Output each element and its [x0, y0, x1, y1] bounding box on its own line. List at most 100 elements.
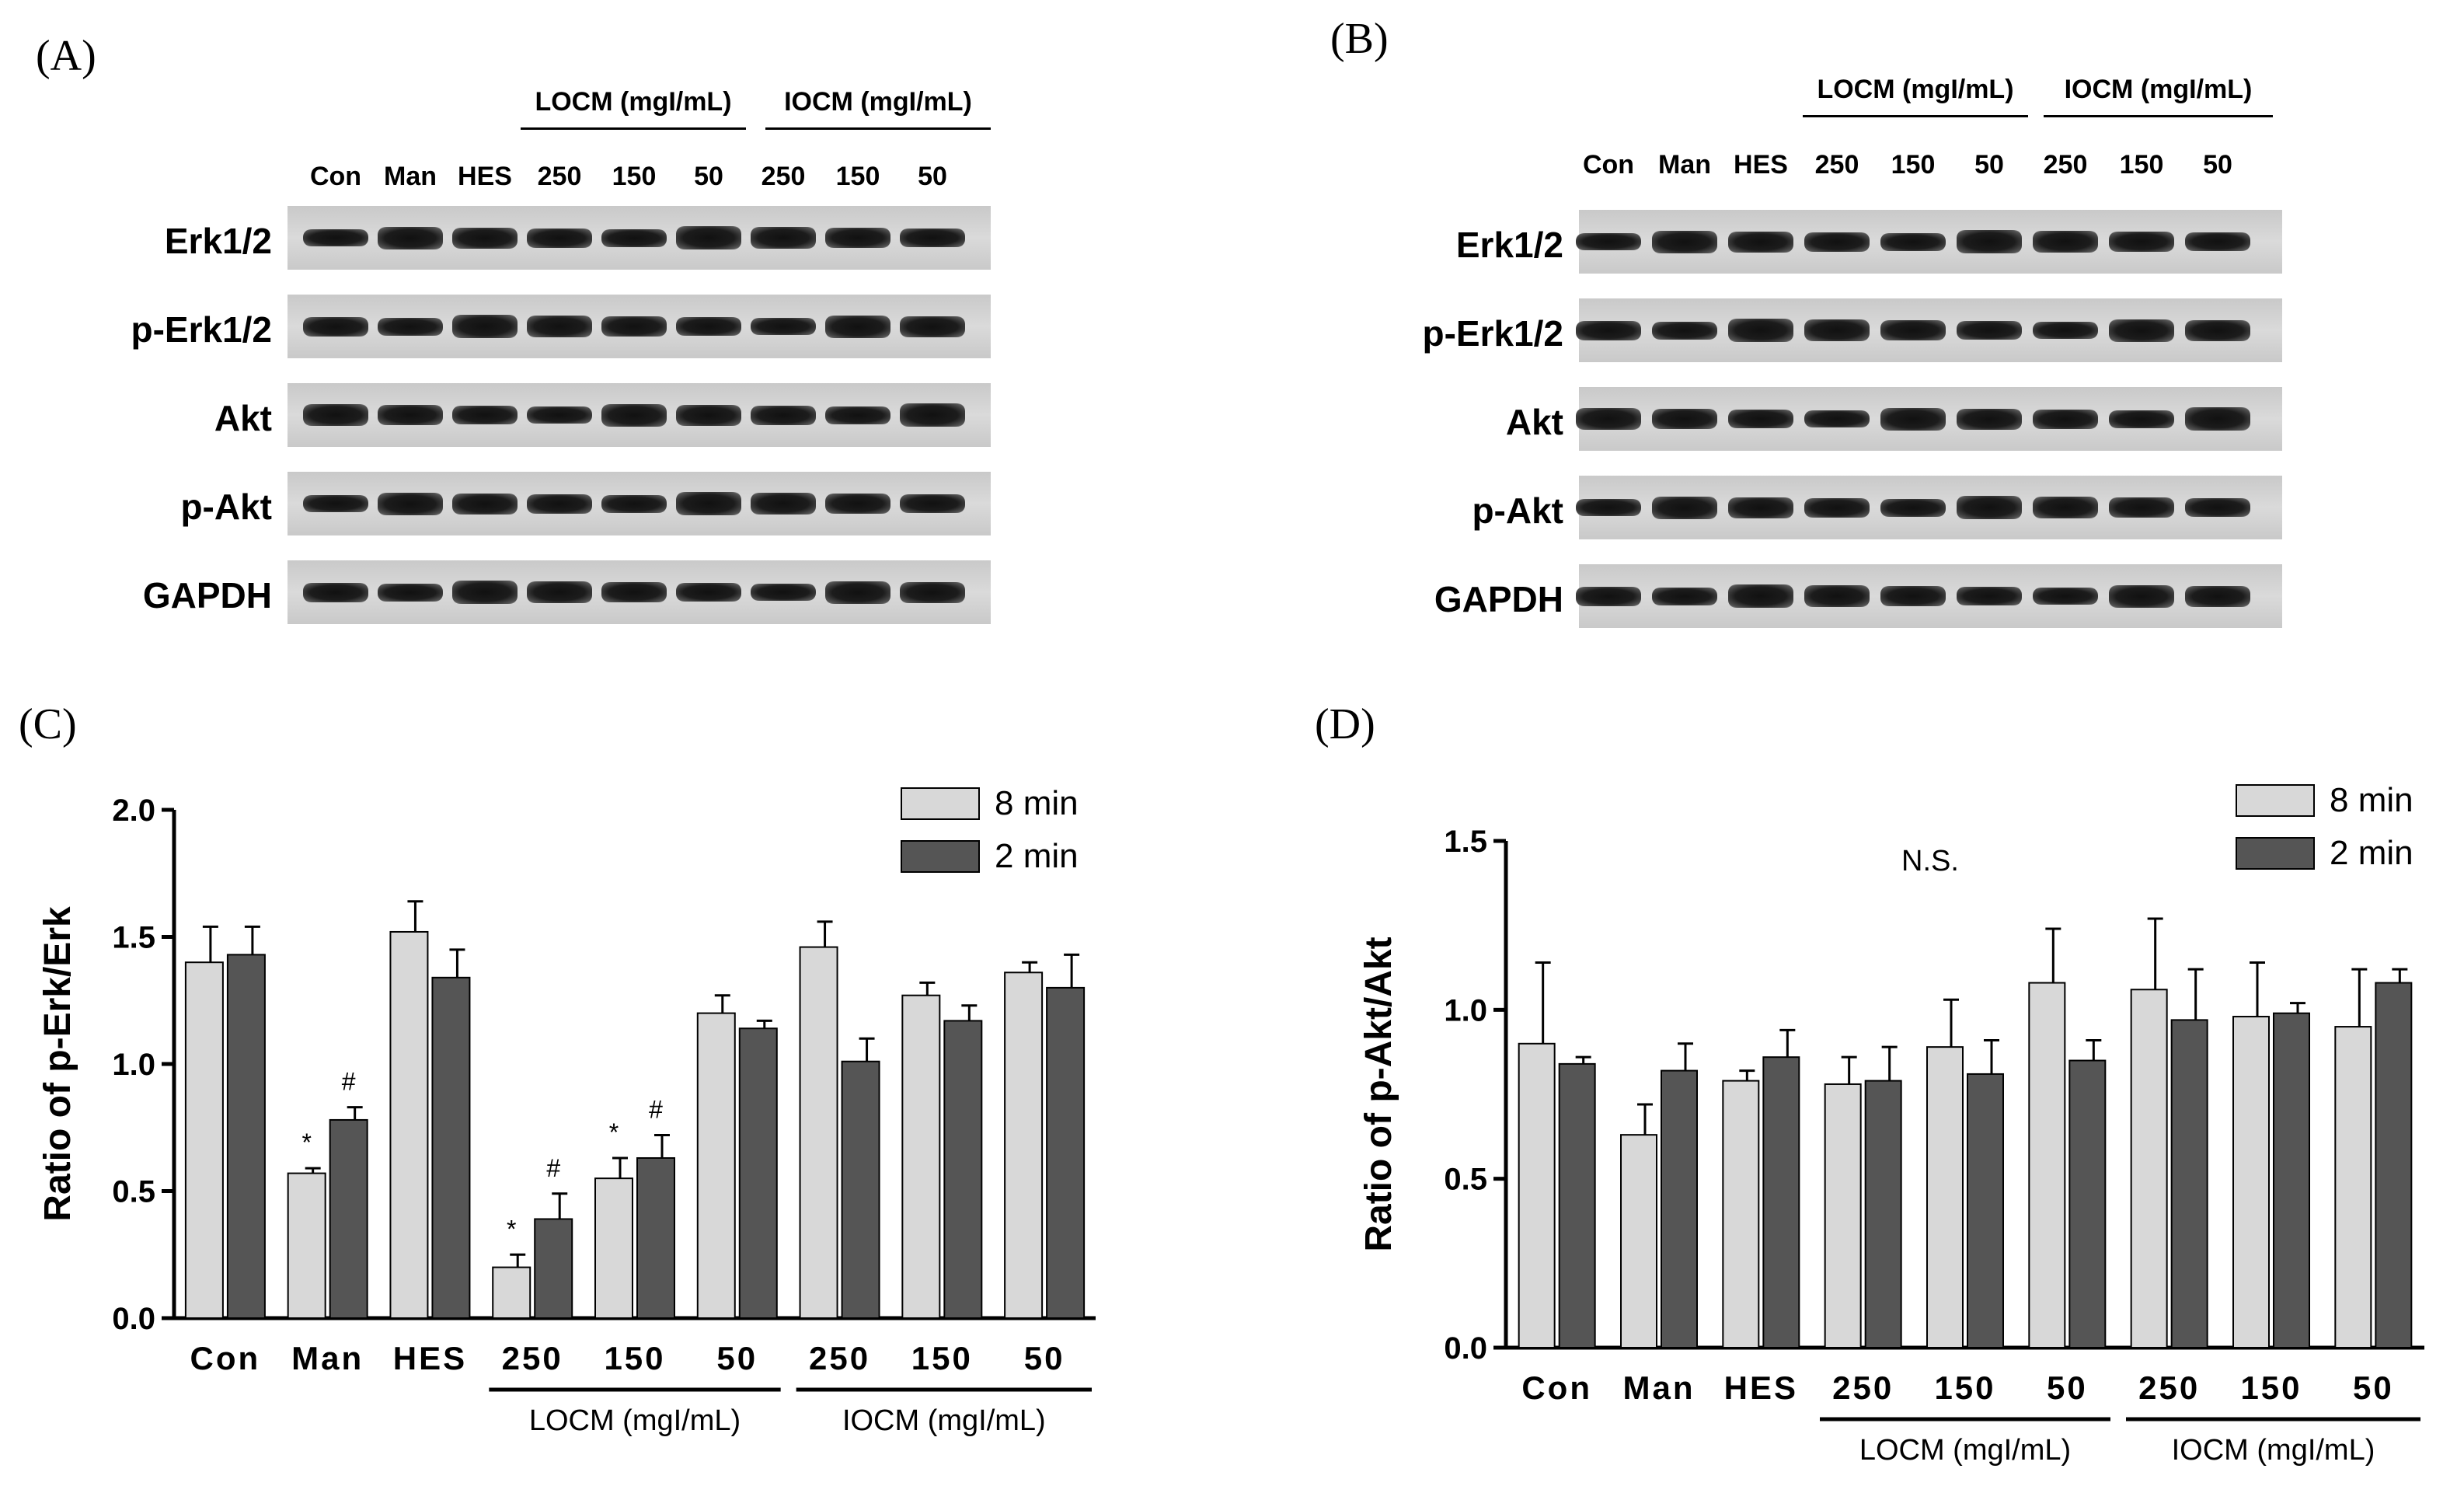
x-tick-label: Con	[1521, 1369, 1592, 1406]
protein-band	[1728, 584, 1793, 608]
protein-band	[1576, 408, 1641, 430]
protein-band	[1957, 587, 2022, 605]
bar-chart-p-erk: 0.0 0.5 1.0 1.5 2.0 Ratio of p-Erk/Erk Con * # Ma…	[37, 784, 1096, 1437]
group-divider-line	[765, 127, 991, 130]
group-label-iocm: IOCM (mgI/mL)	[784, 87, 972, 117]
significance-mark: #	[342, 1068, 356, 1096]
legend-label: 8 min	[2330, 781, 2413, 819]
protein-band	[303, 229, 368, 246]
protein-band	[676, 317, 741, 336]
protein-band	[676, 226, 741, 249]
protein-band	[303, 404, 368, 426]
bar-2-min	[1558, 1062, 1596, 1348]
panel-label-d: (D)	[1315, 700, 1375, 748]
protein-band	[452, 406, 518, 424]
protein-band	[2185, 232, 2250, 251]
protein-band	[825, 315, 890, 338]
protein-band	[1728, 319, 1793, 342]
protein-band	[601, 316, 667, 337]
lane-label: 50	[1974, 150, 2004, 180]
x-tick-label: 50	[1024, 1340, 1065, 1376]
protein-band	[452, 315, 518, 338]
lane-label: 250	[537, 162, 582, 191]
x-tick-label: 50	[2353, 1369, 2394, 1406]
protein-band	[2033, 322, 2098, 339]
x-tick-label: 50	[716, 1340, 758, 1376]
significance-mark: *	[609, 1118, 619, 1146]
bar-8-min	[1620, 1134, 1657, 1348]
protein-band	[2033, 409, 2098, 429]
bar-8-min	[2232, 1016, 2270, 1348]
bar-8-min	[594, 1177, 633, 1320]
bar-8-min	[1824, 1083, 1862, 1348]
protein-band	[378, 226, 443, 249]
lane-label: Man	[384, 162, 437, 191]
blot-strip	[288, 560, 991, 624]
protein-band	[900, 581, 965, 603]
bar-8-min	[799, 946, 838, 1319]
protein-band	[1652, 496, 1717, 519]
bar-8-min	[1926, 1046, 1964, 1348]
protein-band	[900, 494, 965, 513]
blot-row-label: p-Akt	[180, 487, 272, 527]
legend-swatch	[901, 787, 980, 820]
legend-swatch	[901, 840, 980, 873]
bar-2-min	[2273, 1012, 2310, 1348]
group-label-iocm: IOCM (mgI/mL)	[2172, 1434, 2375, 1467]
significance-mark: *	[301, 1128, 311, 1156]
protein-band	[2185, 319, 2250, 341]
lane-label: 150	[1891, 150, 1936, 180]
protein-band	[1804, 585, 1870, 607]
blot-strip	[1576, 476, 2282, 539]
x-tick-label: 250	[2138, 1369, 2200, 1406]
bar-2-min	[943, 1020, 983, 1319]
protein-band	[751, 318, 816, 335]
protein-band	[527, 494, 592, 514]
protein-band	[2033, 497, 2098, 518]
bar-8-min	[389, 930, 429, 1319]
protein-band	[1957, 408, 2022, 430]
lane-label: HES	[1734, 150, 1788, 180]
protein-band	[1576, 499, 1641, 516]
y-tick-label: 0.0	[112, 1302, 155, 1336]
protein-band	[378, 405, 443, 425]
significance-mark: #	[649, 1096, 663, 1124]
bar-2-min	[2068, 1059, 2107, 1348]
bar-8-min	[1518, 1042, 1556, 1348]
protein-band	[601, 228, 667, 247]
y-tick-label: 0.0	[1444, 1331, 1487, 1366]
x-tick-label: HES	[1724, 1369, 1798, 1406]
protein-band	[2033, 231, 2098, 253]
blot-strip	[288, 472, 991, 535]
protein-band	[1652, 587, 1717, 605]
significance-mark: #	[546, 1154, 560, 1182]
protein-band	[527, 581, 592, 603]
x-tick-label: 150	[1934, 1369, 1995, 1406]
y-tick-label: 2.0	[112, 794, 155, 828]
protein-band	[527, 316, 592, 337]
blot-row-label: GAPDH	[142, 575, 272, 616]
protein-band	[2185, 407, 2250, 431]
bar-8-min	[1004, 972, 1044, 1319]
bar-chart-p-akt: 0.0 0.5 1.0 1.5 Ratio of p-Akt/Akt Con Man HES 2…	[1358, 781, 2424, 1467]
panel-label-c: (C)	[19, 700, 77, 748]
group-divider-line	[1803, 115, 2028, 117]
protein-band	[527, 406, 592, 424]
protein-band	[751, 405, 816, 425]
bar-2-min	[1661, 1069, 1698, 1348]
blot-row-label: Akt	[1505, 402, 1563, 442]
protein-band	[676, 404, 741, 426]
protein-band	[2185, 498, 2250, 517]
protein-band	[825, 581, 890, 604]
bar-2-min	[2170, 1019, 2208, 1348]
significance-mark: *	[507, 1215, 516, 1243]
protein-band	[1957, 230, 2022, 253]
bar-2-min	[534, 1218, 573, 1319]
bar-8-min	[492, 1266, 531, 1319]
x-tick-label: HES	[393, 1340, 467, 1376]
lane-label: 50	[694, 162, 723, 191]
protein-band	[303, 316, 368, 337]
protein-band	[1880, 320, 1946, 340]
protein-band	[1728, 497, 1793, 518]
protein-band	[378, 583, 443, 602]
